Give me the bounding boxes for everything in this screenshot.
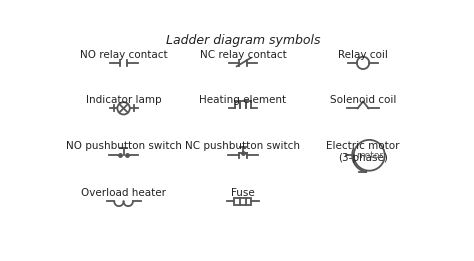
Text: NC pushbutton switch: NC pushbutton switch	[185, 141, 301, 151]
Text: Heating element: Heating element	[200, 95, 286, 105]
Text: Overload heater: Overload heater	[81, 188, 166, 198]
Text: Solenoid coil: Solenoid coil	[330, 95, 396, 105]
Text: Ladder diagram symbols: Ladder diagram symbols	[166, 34, 320, 48]
Text: Indicator lamp: Indicator lamp	[86, 95, 161, 105]
Text: motor: motor	[356, 151, 383, 160]
Text: NO relay contact: NO relay contact	[80, 50, 167, 60]
Text: Electric motor
(3-phase): Electric motor (3-phase)	[326, 141, 400, 163]
Text: Fuse: Fuse	[231, 188, 255, 198]
Text: Relay coil: Relay coil	[338, 50, 388, 60]
Text: NO pushbutton switch: NO pushbutton switch	[65, 141, 182, 151]
Text: NC relay contact: NC relay contact	[200, 50, 286, 60]
